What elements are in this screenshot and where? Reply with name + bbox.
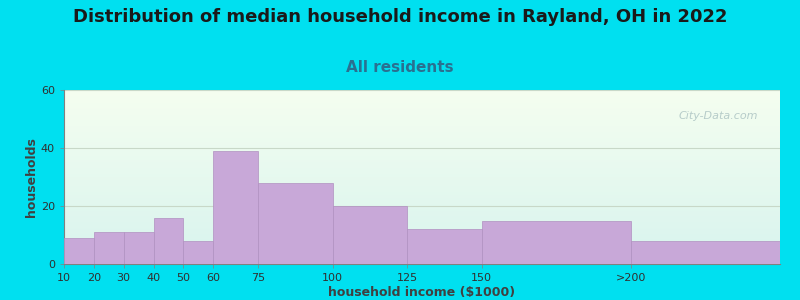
Text: City-Data.com: City-Data.com (679, 111, 758, 121)
Bar (482, 220, 631, 264)
Bar (183, 241, 213, 264)
Bar (94, 232, 124, 264)
Y-axis label: households: households (25, 137, 38, 217)
Bar (333, 206, 407, 264)
Bar (631, 241, 780, 264)
Bar (124, 232, 154, 264)
Bar (64, 238, 94, 264)
Bar (154, 218, 183, 264)
X-axis label: household income ($1000): household income ($1000) (329, 286, 515, 299)
Text: Distribution of median household income in Rayland, OH in 2022: Distribution of median household income … (73, 8, 727, 26)
Text: All residents: All residents (346, 60, 454, 75)
Bar (258, 183, 333, 264)
Bar (407, 229, 482, 264)
Bar (213, 151, 258, 264)
